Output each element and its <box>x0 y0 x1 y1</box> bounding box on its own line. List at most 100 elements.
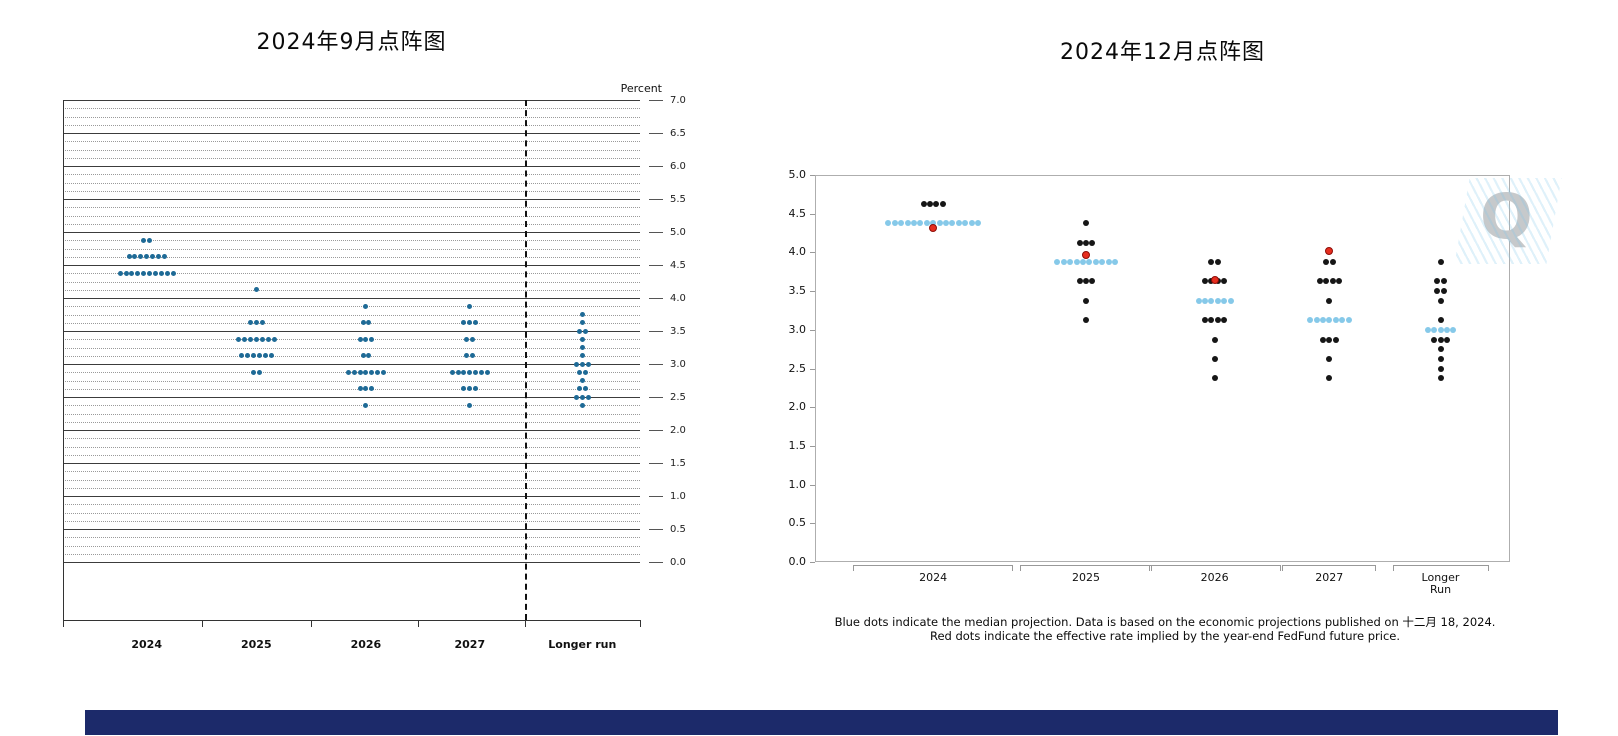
y-tick-label: 2.5 <box>670 392 686 403</box>
y-axis-tick <box>810 329 815 331</box>
median-dot <box>904 220 911 227</box>
projection-dot <box>247 336 253 342</box>
median-dot <box>1307 317 1314 324</box>
gridline-dotted <box>63 322 640 324</box>
gridline-dotted <box>63 223 640 225</box>
gridline-dotted <box>63 355 640 357</box>
projection-dot <box>170 270 176 276</box>
projection-dot <box>366 320 372 326</box>
median-dot <box>1345 317 1352 324</box>
projection-dot <box>1323 278 1330 285</box>
y-tick-label: 3.5 <box>788 284 807 298</box>
fedfund-future-red-dot <box>1210 275 1219 284</box>
gridline-dotted <box>63 141 640 143</box>
projection-dot <box>256 369 262 375</box>
projection-dot <box>449 369 455 375</box>
projection-dot <box>1211 336 1218 343</box>
projection-dot <box>147 237 153 243</box>
gridline-dotted <box>63 446 640 448</box>
gridline-dotted <box>63 413 640 415</box>
projection-dot <box>375 369 381 375</box>
projection-dot <box>467 320 473 326</box>
y-tick-stub <box>649 562 663 563</box>
median-dot <box>885 220 892 227</box>
projection-dot <box>369 369 375 375</box>
projection-dot <box>1202 317 1208 324</box>
projection-dot <box>253 336 259 342</box>
projection-dot <box>1202 278 1208 285</box>
projection-dot <box>1083 239 1089 246</box>
y-tick-label: 5.0 <box>788 168 807 181</box>
median-dot <box>1208 297 1215 304</box>
projection-dot <box>1214 317 1221 324</box>
gridline-solid <box>63 232 640 233</box>
gridline-dotted <box>63 207 640 209</box>
y-tick-label: 3.5 <box>670 326 686 337</box>
gridline-dotted <box>63 438 640 440</box>
gridline-dotted <box>63 487 640 489</box>
y-axis-tick <box>810 368 815 370</box>
projection-dot <box>1437 375 1444 382</box>
projection-dot <box>1326 375 1333 382</box>
y-axis-tick <box>810 291 815 293</box>
y-axis-tick <box>810 213 815 215</box>
gridline-dotted <box>63 124 640 126</box>
projection-dot <box>585 394 591 400</box>
projection-dot <box>1437 336 1444 343</box>
projection-dot <box>582 328 588 334</box>
projection-dot <box>357 369 363 375</box>
projection-dot <box>579 312 585 317</box>
projection-dot <box>1437 355 1444 362</box>
y-tick-stub <box>649 496 663 497</box>
projection-dot <box>357 386 363 392</box>
projection-dot <box>1214 259 1221 266</box>
projection-dot <box>1335 278 1342 285</box>
projection-dot <box>582 386 588 392</box>
projection-dot <box>132 254 138 260</box>
gridline-dotted <box>63 289 640 291</box>
gridline-solid <box>63 166 640 167</box>
projection-dot <box>1326 355 1333 362</box>
projection-dot <box>363 303 369 309</box>
y-tick-stub <box>649 265 663 266</box>
median-dot <box>1319 317 1326 324</box>
projection-dot <box>1083 278 1089 285</box>
x-tick-label: 2024 <box>131 638 162 651</box>
projection-dot <box>1434 288 1441 295</box>
projection-dot <box>247 320 253 326</box>
projection-dot <box>467 402 473 408</box>
median-dot <box>1326 317 1333 324</box>
y-tick-label: 3.0 <box>670 359 686 370</box>
gridline-dotted <box>63 339 640 341</box>
x-axis-tick <box>417 620 419 627</box>
y-tick-label: 4.5 <box>788 206 807 220</box>
projection-dot <box>461 369 467 375</box>
projection-dot <box>926 201 933 207</box>
gridline-dotted <box>63 388 640 390</box>
projection-dot <box>366 353 372 359</box>
gridline-dotted <box>63 512 640 514</box>
projection-dot <box>933 201 940 207</box>
x-tick-label: Longer Run <box>1421 571 1460 596</box>
projection-dot <box>141 270 147 276</box>
projection-dot <box>381 369 387 375</box>
y-tick-label: 0.5 <box>788 516 807 530</box>
december-plot-area <box>815 175 1510 562</box>
y-tick-stub <box>649 364 663 365</box>
gridline-solid <box>63 364 640 365</box>
projection-dot <box>135 270 141 276</box>
y-tick-label: 4.5 <box>670 260 686 271</box>
gridline-dotted <box>63 215 640 217</box>
x-axis-tick <box>311 620 313 627</box>
y-tick-label: 7.0 <box>670 95 686 106</box>
projection-dot <box>470 336 476 342</box>
projection-dot <box>473 320 479 326</box>
gridline-dotted <box>63 520 640 522</box>
projection-dot <box>357 336 363 342</box>
fedfund-future-red-dot <box>1082 250 1090 259</box>
y-tick-stub <box>649 100 663 101</box>
median-dot <box>1054 259 1061 266</box>
y-axis-tick <box>810 523 815 525</box>
median-dot <box>1079 259 1086 266</box>
x-tick-label: 2027 <box>1315 571 1344 584</box>
